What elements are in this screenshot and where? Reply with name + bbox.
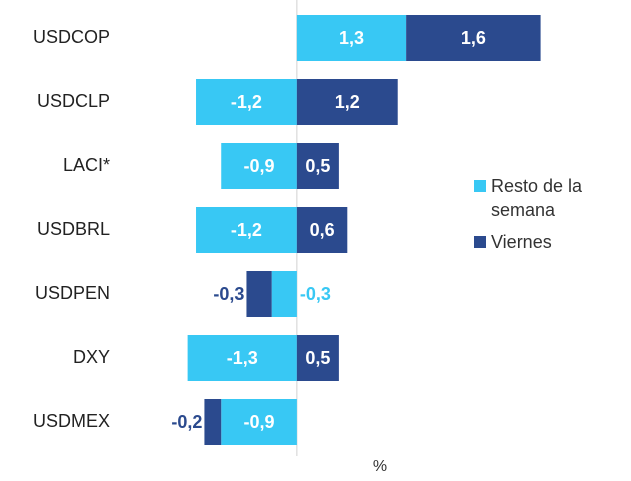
category-label: LACI* — [63, 155, 110, 175]
data-label: 1,2 — [335, 92, 360, 112]
data-label: -0,3 — [300, 284, 331, 304]
legend-label: Viernes — [491, 232, 552, 252]
legend-swatch — [474, 236, 486, 248]
bar — [296, 79, 398, 125]
x-axis-label: % — [373, 458, 387, 475]
data-label: -1,2 — [231, 92, 262, 112]
data-label: -0,9 — [244, 156, 275, 176]
legend-item: Viernes — [474, 230, 624, 254]
data-label: 0,6 — [310, 220, 335, 240]
bar — [221, 399, 297, 445]
bar — [296, 143, 339, 189]
category-label: USDBRL — [37, 219, 110, 239]
data-label: -1,3 — [227, 348, 258, 368]
bar — [406, 15, 541, 61]
bar — [296, 207, 348, 253]
data-label: -1,2 — [231, 220, 262, 240]
legend: Resto de la semana Viernes — [474, 174, 624, 262]
bar — [187, 335, 297, 381]
bar — [296, 335, 339, 381]
data-label: 0,5 — [305, 348, 330, 368]
data-label: -0,9 — [244, 412, 275, 432]
data-label: -0,2 — [171, 412, 202, 432]
legend-item: Resto de la semana — [474, 174, 624, 222]
data-label: 0,5 — [305, 156, 330, 176]
category-label: USDCOP — [33, 27, 110, 47]
legend-swatch — [474, 180, 486, 192]
category-label: USDCLP — [37, 91, 110, 111]
legend-label: Resto de la semana — [491, 176, 583, 220]
data-label: -0,3 — [213, 284, 244, 304]
category-label: USDPEN — [35, 283, 110, 303]
bar — [296, 15, 407, 61]
bar — [204, 399, 222, 445]
bar — [246, 271, 272, 317]
category-label: DXY — [73, 347, 110, 367]
data-label: 1,6 — [461, 28, 486, 48]
data-label: 1,3 — [339, 28, 364, 48]
bar — [196, 207, 297, 253]
bar — [271, 271, 297, 317]
bar — [196, 79, 297, 125]
category-label: USDMEX — [33, 411, 110, 431]
bar — [221, 143, 297, 189]
